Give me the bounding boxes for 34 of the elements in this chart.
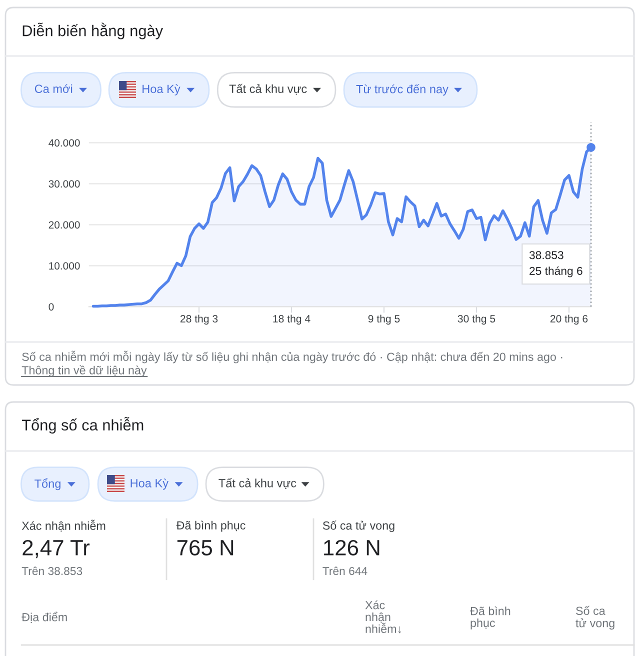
text: Đã bình phục — [470, 606, 510, 630]
text: Tất cả khu vực — [229, 84, 307, 95]
y-tick-label: 0 — [48, 303, 54, 311]
text: 2,47 Tr — [22, 540, 90, 558]
x-tick-label: 28 thg 3 — [180, 314, 218, 325]
text: Trên 644 — [322, 566, 368, 576]
text: Số ca tử vong — [576, 606, 614, 630]
text: Xác nhận nhiễm — [22, 520, 106, 532]
y-tick-label: 30.000 — [48, 180, 80, 188]
text: Ca mới — [34, 84, 72, 94]
text: Số ca tử vong — [322, 520, 394, 532]
text: Hoa Kỳ — [130, 478, 168, 490]
x-tick-label: 20 thg 6 — [550, 314, 588, 325]
text: Địa điểm — [22, 612, 67, 623]
x-tick-label: 18 thg 4 — [273, 314, 310, 325]
text: 765 N — [177, 540, 234, 556]
text: Thông tin về dữ liệu này — [22, 365, 147, 377]
text: Hoa Kỳ — [142, 84, 180, 96]
annotation: 38.853 25 tháng 6 — [529, 251, 582, 278]
text: Số ca nhiễm mới mỗi ngày lấy từ số liệu ghi nhận của ngày trước đó · Cập nhật: chưa đến 20 mins ago · — [22, 350, 562, 364]
text: Tổng — [34, 478, 60, 490]
chart-title: Diễn biến hằng ngày — [22, 22, 163, 40]
x-tick-label: 9 thg 5 — [368, 314, 400, 325]
text: Đã bình phục — [176, 520, 246, 532]
text: 126 N — [324, 540, 380, 556]
text: Xác nhận nhiễm↓ — [365, 600, 402, 634]
y-tick-label: 40.000 — [48, 139, 80, 147]
y-tick-label: 20.000 — [48, 221, 80, 229]
text: Từ trước đến nay — [356, 84, 448, 96]
text: Trên 38.853 — [22, 566, 82, 576]
text: Tất cả khu vực — [218, 478, 296, 489]
y-tick-label: 10.000 — [49, 262, 80, 270]
text: Tổng số ca nhiễm — [22, 417, 144, 434]
x-tick-label: 30 thg 5 — [458, 314, 496, 325]
